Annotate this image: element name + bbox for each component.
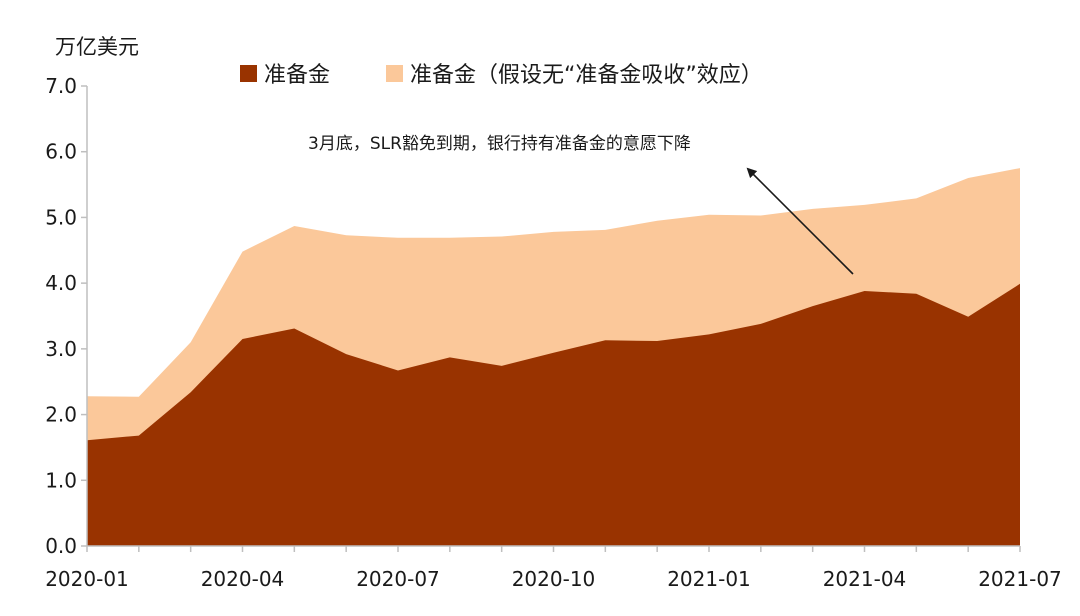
area-series-reserves [87,283,1020,546]
axes-group: 0.0 1.0 2.0 3.0 4.0 5.0 6.0 7.0 2020-01 2020-04 20… [45,74,1062,591]
legend: 准备金 准备金（假设无“准备金吸收”效应） [240,63,763,88]
legend-swatch [240,65,257,82]
y-tick-label: 1.0 [45,468,77,492]
annotation-text: 3月底，SLR豁免到期，银行持有准备金的意愿下降 [308,134,691,154]
area-series-group [87,168,1020,546]
x-tick-label: 2020-10 [512,567,596,591]
x-tick-label: 2020-01 [45,567,129,591]
x-tick-label: 2020-04 [201,567,285,591]
x-tick-label: 2021-07 [978,567,1062,591]
y-tick-label: 0.0 [45,534,77,558]
y-tick-label: 2.0 [45,403,77,427]
y-tick-label: 5.0 [45,205,77,229]
y-tick-label: 3.0 [45,337,77,361]
legend-label: 准备金（假设无“准备金吸收”效应） [410,63,763,88]
x-tick-label: 2020-07 [356,567,440,591]
y-tick-label: 7.0 [45,74,77,98]
y-tick-label: 4.0 [45,271,77,295]
x-tick-label: 2021-01 [667,567,751,591]
annotation-arrow [746,167,854,275]
y-tick-label: 6.0 [45,140,77,164]
annotation: 3月底，SLR豁免到期，银行持有准备金的意愿下降 [308,134,854,275]
legend-swatch [386,65,403,82]
y-axis-unit-label: 万亿美元 [55,35,139,59]
x-tick-label: 2021-04 [823,567,907,591]
legend-label: 准备金 [264,63,330,88]
